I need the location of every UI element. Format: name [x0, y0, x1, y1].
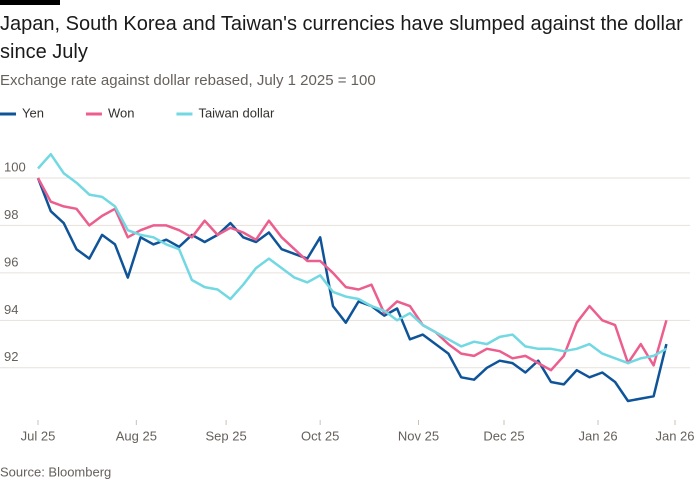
- x-tick-label: Jul 25: [21, 428, 56, 443]
- x-tick-label: Sep 25: [206, 428, 247, 443]
- series-line: [36, 177, 668, 372]
- x-tick-label: Aug 25: [116, 428, 157, 443]
- source: Source: Bloomberg: [0, 464, 111, 479]
- y-tick-label: 98: [4, 207, 18, 222]
- y-tick-label: 94: [4, 302, 18, 317]
- x-tick-label: Jan 26: [579, 428, 618, 443]
- series-line: [36, 177, 668, 403]
- y-tick-label: 100: [4, 159, 26, 174]
- legend-label: Taiwan dollar: [198, 105, 275, 120]
- y-tick-label: 92: [4, 349, 18, 364]
- chart-title: Japan, South Korea and Taiwan's currenci…: [0, 13, 683, 63]
- chart-subtitle: Exchange rate against dollar rebased, Ju…: [0, 72, 376, 89]
- legend-label: Won: [108, 105, 135, 120]
- x-tick-label: Oct 25: [301, 428, 339, 443]
- series-line: [37, 152, 668, 365]
- x-tick-label: Nov 25: [398, 428, 439, 443]
- brand-bar: [0, 0, 60, 5]
- y-tick-label: 96: [4, 254, 18, 269]
- x-tick-label: Jan 26: [655, 428, 694, 443]
- x-tick-label: Dec 25: [483, 428, 524, 443]
- legend-label: Yen: [22, 105, 44, 120]
